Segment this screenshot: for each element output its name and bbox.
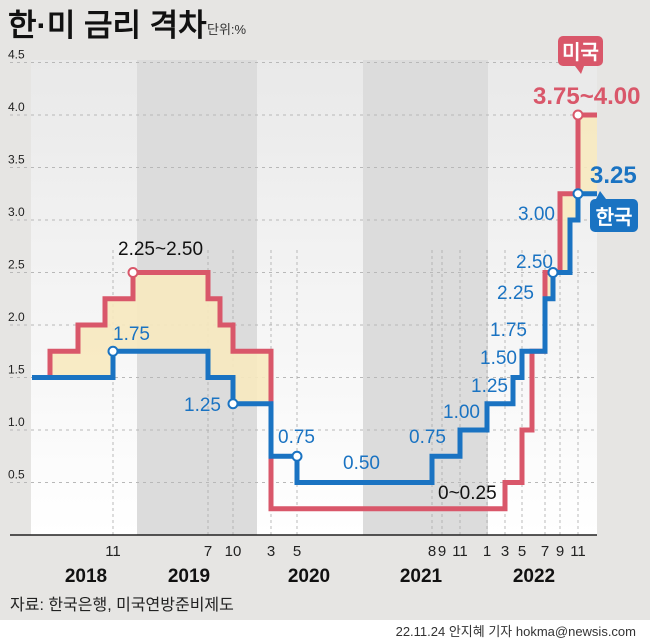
- rate-gap-area: [50, 115, 597, 404]
- annotation-kr-2022e: 2.50: [516, 252, 553, 273]
- data-point-marker: [227, 398, 239, 410]
- unit-label: 단위:%: [207, 22, 247, 37]
- korea-badge-label: 한국: [596, 206, 633, 229]
- x-month-label: 10: [225, 543, 242, 560]
- y-tick-label: 0.5: [8, 468, 25, 482]
- highlight-dots: [107, 109, 584, 462]
- credit-line: 22.11.24 안지혜 기자 hokma@newsis.com: [396, 624, 636, 639]
- annotation-kr-2021a: 0.75: [409, 427, 446, 448]
- x-year-label: 2019: [168, 566, 210, 587]
- y-tick-label: 1.0: [8, 415, 25, 429]
- x-month-label: 1: [483, 543, 491, 560]
- annotation-kr-2022b: 1.50: [480, 348, 517, 369]
- annotation-kr-2020b: 0.50: [343, 453, 380, 474]
- annotation-kr-now: 3.25: [590, 162, 637, 189]
- data-point-marker: [572, 188, 584, 200]
- x-month-label: 7: [204, 543, 212, 560]
- data-point-marker: [572, 109, 584, 121]
- annotation-kr-2022d: 2.25: [497, 283, 534, 304]
- data-point-marker: [107, 345, 119, 357]
- annotation-kr-2021b: 1.00: [443, 402, 480, 423]
- y-tick-label: 1.5: [8, 363, 25, 377]
- gridlines: 0.5 1.0 1.5 2.0 2.5 3.0 3.5 4.0 4.5: [8, 48, 597, 483]
- y-tick-label: 4.0: [8, 100, 25, 114]
- chart-title: 한·미 금리 격차: [8, 8, 207, 43]
- annotation-us-2020: 0~0.25: [438, 483, 497, 504]
- source-note: 자료: 한국은행, 미국연방준비제도: [10, 596, 234, 614]
- x-month-label: 11: [570, 543, 586, 560]
- year-band-2021: [363, 60, 488, 535]
- annotation-us-now: 3.75~4.00: [533, 83, 640, 110]
- y-tick-label: 2.0: [8, 310, 25, 324]
- x-month-label: 11: [452, 543, 468, 560]
- x-month-label: 8: [428, 543, 436, 560]
- x-month-label: 9: [438, 543, 446, 560]
- us-badge-label: 미국: [562, 41, 599, 64]
- y-tick-label: 3.5: [8, 153, 25, 167]
- x-month-label: 5: [293, 543, 301, 560]
- x-month-label: 11: [105, 543, 121, 560]
- y-tick-label: 3.0: [8, 205, 25, 219]
- x-month-label: 3: [501, 543, 509, 560]
- x-year-label: 2020: [288, 566, 330, 587]
- x-month-label: 9: [556, 543, 564, 560]
- annotation-us-2018: 2.25~2.50: [118, 239, 203, 260]
- x-year-label: 2018: [65, 566, 107, 587]
- x-month-label: 5: [518, 543, 526, 560]
- x-year-label: 2022: [513, 566, 555, 587]
- korea-badge: 한국: [590, 191, 638, 232]
- data-point-marker: [291, 450, 303, 462]
- annotation-kr-2022f: 3.00: [518, 204, 555, 225]
- annotation-kr-2019: 1.25: [184, 395, 221, 416]
- data-point-marker: [127, 267, 139, 278]
- data-point-marker: [547, 267, 559, 278]
- annotation-kr-2022a: 1.25: [471, 376, 508, 397]
- annotation-kr-2022c: 1.75: [490, 320, 527, 341]
- annotation-kr-2018: 1.75: [113, 324, 150, 345]
- annotation-kr-2020a: 0.75: [278, 427, 315, 448]
- x-month-label: 7: [541, 543, 549, 560]
- us-badge: 미국: [558, 36, 603, 74]
- x-year-label: 2021: [400, 566, 443, 587]
- x-month-label: 3: [267, 543, 275, 560]
- y-tick-label: 4.5: [8, 48, 25, 62]
- y-tick-label: 2.5: [8, 258, 25, 272]
- credit-strip: [0, 620, 650, 642]
